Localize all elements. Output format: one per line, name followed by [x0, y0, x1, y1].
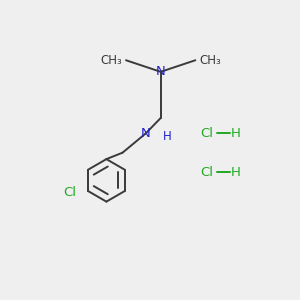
- Text: CH₃: CH₃: [100, 54, 122, 67]
- Text: H: H: [231, 166, 241, 179]
- Text: H: H: [163, 130, 172, 143]
- Text: H: H: [231, 127, 241, 140]
- Text: Cl: Cl: [63, 186, 76, 199]
- Text: N: N: [141, 127, 151, 140]
- Text: N: N: [156, 65, 166, 78]
- Text: Cl: Cl: [200, 166, 213, 179]
- Text: CH₃: CH₃: [200, 54, 221, 67]
- Text: Cl: Cl: [200, 127, 213, 140]
